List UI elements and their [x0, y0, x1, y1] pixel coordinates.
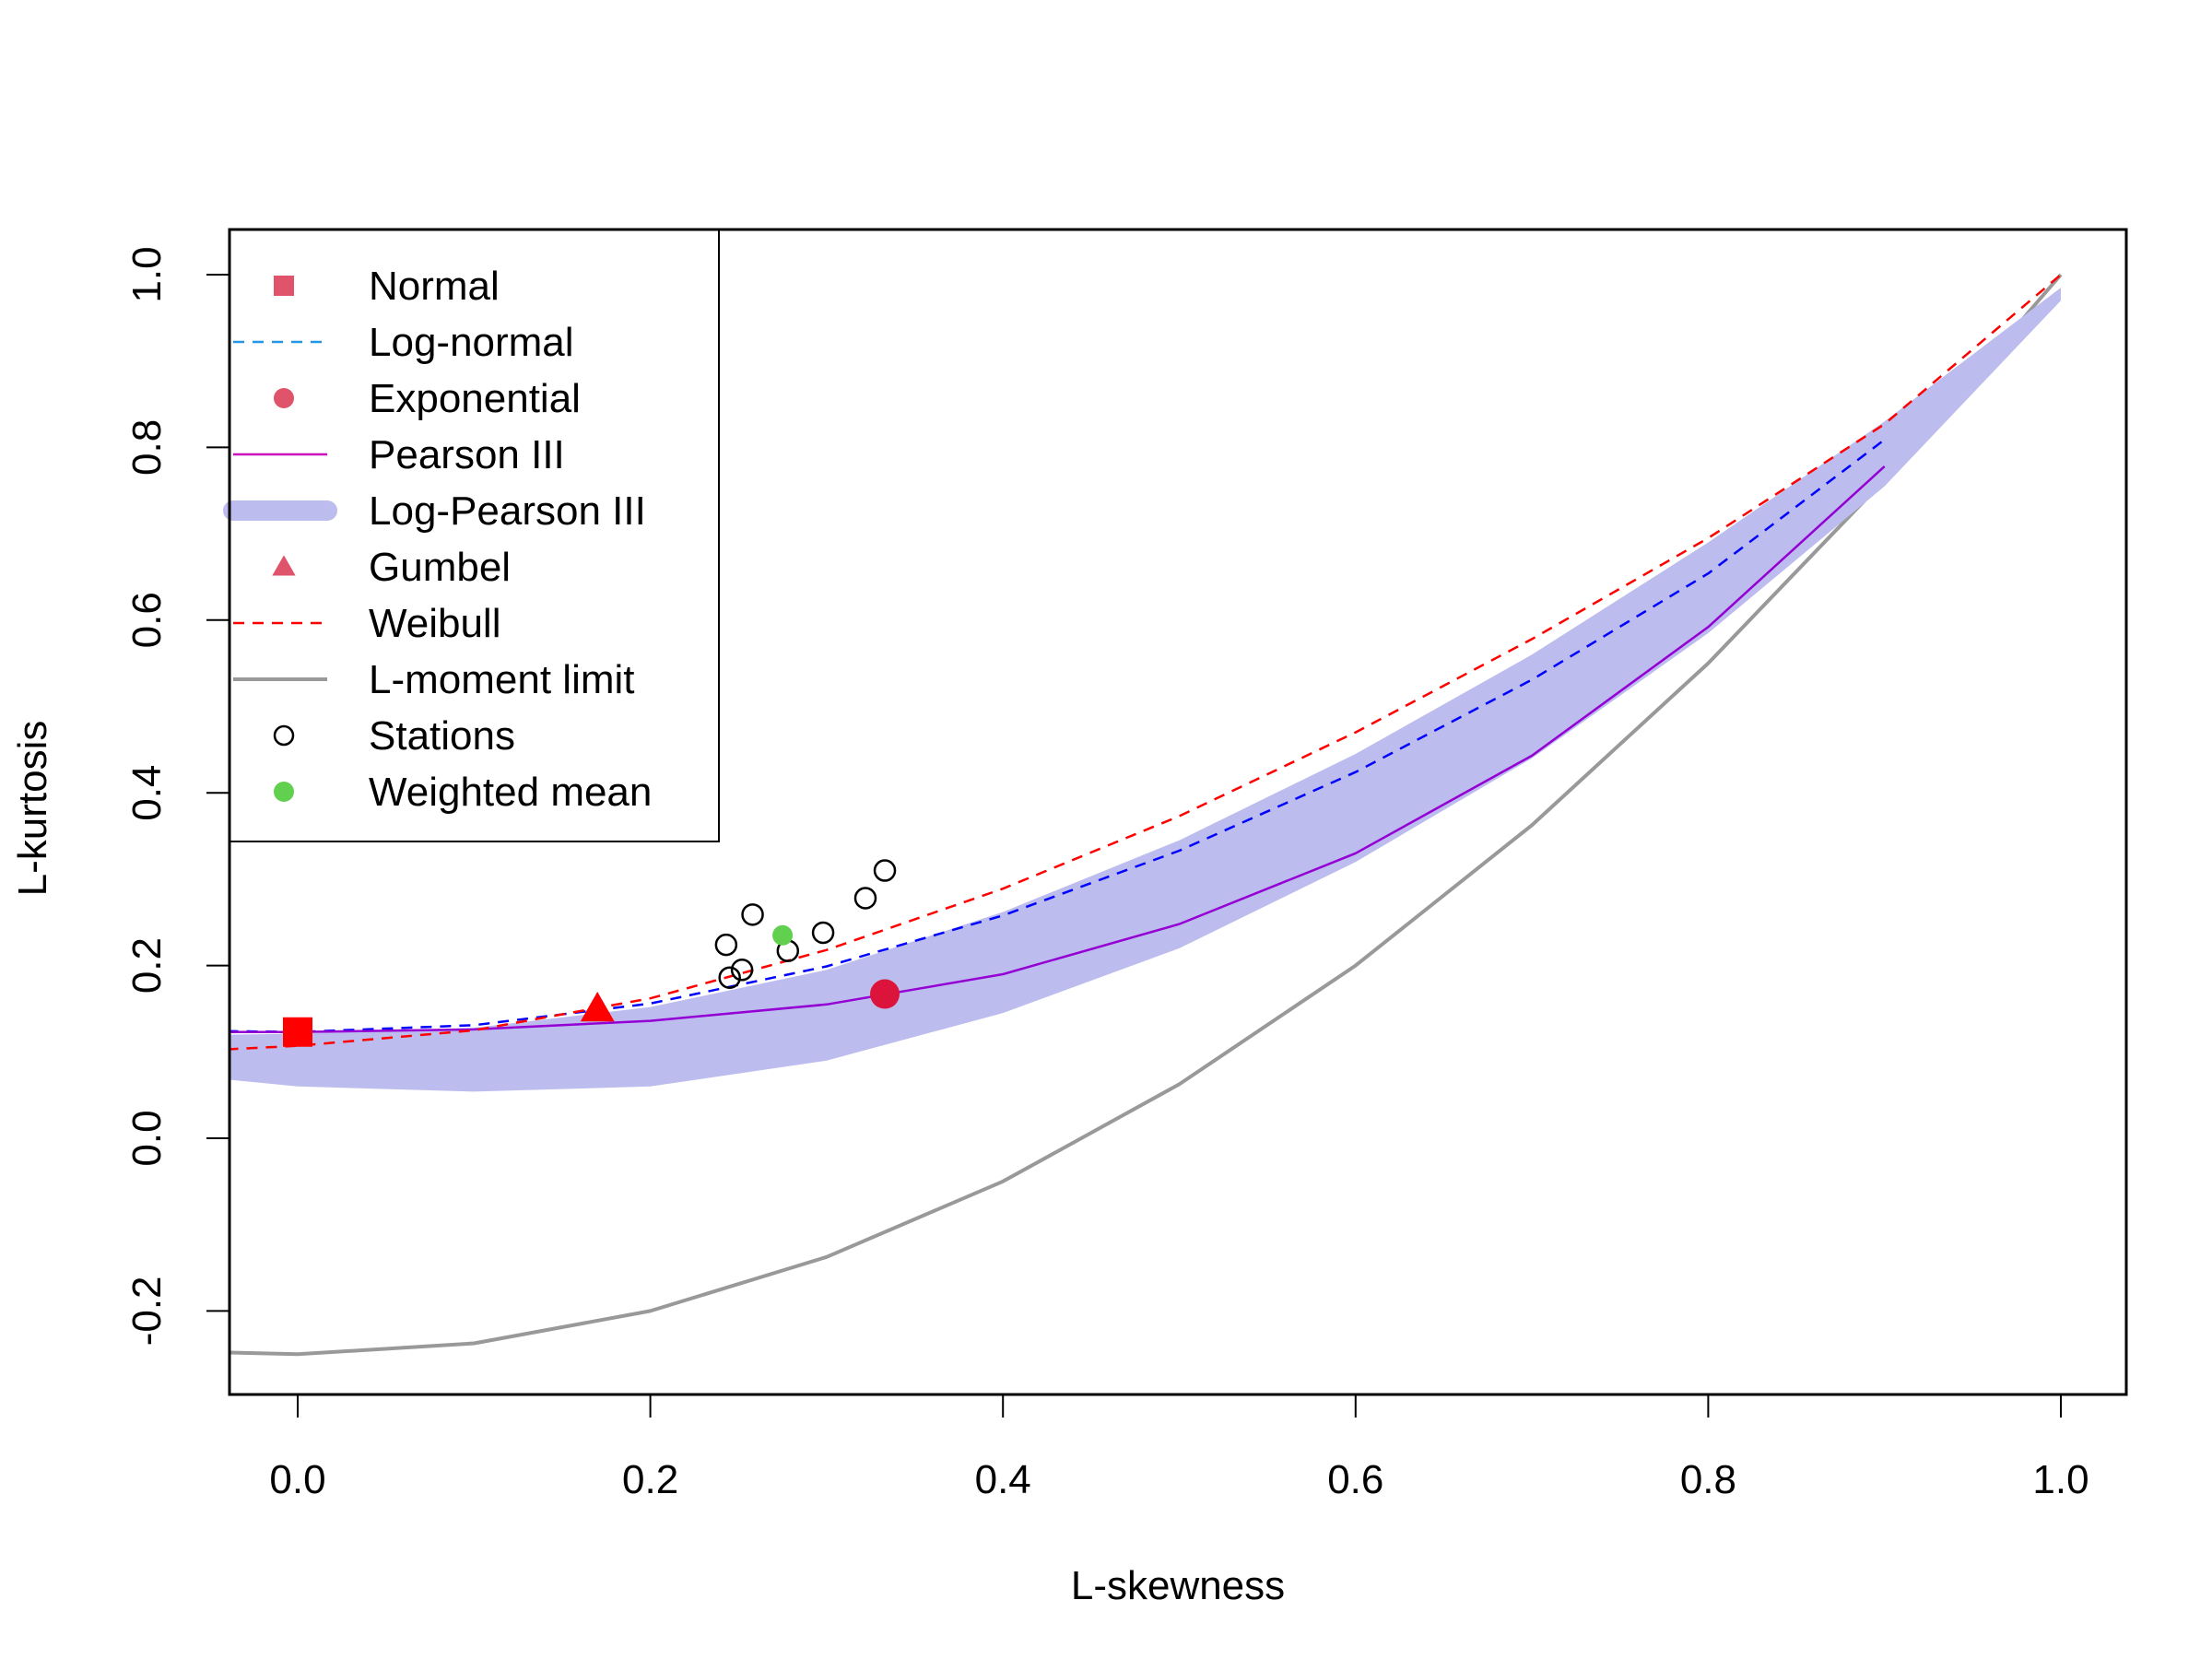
- legend-label: Normal: [369, 264, 500, 309]
- l-moment-limit-line: [229, 273, 2063, 1357]
- x-tick-label: 0.6: [1327, 1457, 1383, 1502]
- legend-label: Log-normal: [369, 320, 574, 365]
- legend-item: Log-Pearson III: [223, 488, 646, 534]
- stations-point: [718, 966, 741, 989]
- legend-box: [229, 229, 720, 842]
- legend-label: Pearson III: [369, 432, 565, 477]
- y-tick-label: 0.2: [124, 937, 170, 994]
- legend-item: Stations: [273, 713, 515, 759]
- legend-swatch: [274, 276, 294, 296]
- x-tick-label: 0.0: [269, 1457, 325, 1502]
- legend-label: Weighted mean: [369, 770, 652, 815]
- legend-swatch: [274, 782, 294, 802]
- legend-label: Exponential: [369, 376, 581, 421]
- y-axis: -0.2 0.0 0.2 0.4 0.6 0.8 1.0: [124, 246, 230, 1346]
- stations-point: [741, 903, 764, 926]
- legend-item: Normal: [274, 264, 500, 309]
- legend-item: Pearson III: [233, 432, 565, 477]
- stations-point: [811, 921, 835, 945]
- legend-label: Stations: [369, 713, 515, 759]
- y-tick-label: -0.2: [124, 1276, 170, 1346]
- legend-item: Gumbel: [272, 545, 511, 590]
- legend-label: Log-Pearson III: [369, 488, 646, 534]
- stations-point: [853, 887, 877, 910]
- y-tick-label: 0.0: [124, 1110, 170, 1166]
- x-axis: 0.0 0.2 0.4 0.6 0.8 1.0: [269, 1394, 2089, 1502]
- legend-item: L-moment limit: [233, 657, 635, 702]
- legend-swatch: [274, 388, 294, 408]
- legend-item: Log-normal: [233, 320, 574, 365]
- legend-swatch: [273, 724, 295, 747]
- legend-item: Weibull: [233, 601, 500, 646]
- plot-frame: [228, 228, 2128, 1396]
- legend-item: Exponential: [274, 376, 581, 421]
- legend: Normal Log-normal Exponential Pearson III Lo…: [223, 229, 720, 842]
- y-tick-label: 1.0: [124, 246, 170, 302]
- weibull-line: [229, 274, 2062, 1051]
- legend-label: Gumbel: [369, 545, 511, 590]
- plot-area: [229, 273, 2063, 1357]
- gumbel-point: [580, 992, 615, 1022]
- y-tick-label: 0.8: [124, 419, 170, 476]
- exponential-point: [870, 979, 900, 1009]
- x-tick-label: 0.8: [1680, 1457, 1736, 1502]
- x-tick-label: 0.2: [622, 1457, 678, 1502]
- pearson-iii-line: [229, 465, 1886, 1033]
- stations-point: [730, 959, 754, 982]
- x-tick-label: 1.0: [2032, 1457, 2088, 1502]
- y-tick-label: 0.6: [124, 592, 170, 648]
- stations-point: [714, 933, 738, 957]
- x-tick-label: 0.4: [975, 1457, 1031, 1502]
- stations-point: [873, 859, 897, 882]
- y-tick-label: 0.4: [124, 765, 170, 821]
- log-pearson-iii-band: [229, 288, 2061, 1092]
- legend-swatch: [272, 555, 296, 576]
- legend-item: Weighted mean: [274, 770, 652, 815]
- y-axis-title: L-kurtosis: [10, 721, 55, 897]
- legend-label: L-moment limit: [369, 657, 635, 702]
- weighted-mean-point: [772, 924, 794, 946]
- legend-label: Weibull: [369, 601, 500, 646]
- log-normal-line: [229, 439, 1886, 1033]
- normal-point: [283, 1017, 312, 1047]
- x-axis-title: L-skewness: [1071, 1563, 1285, 1608]
